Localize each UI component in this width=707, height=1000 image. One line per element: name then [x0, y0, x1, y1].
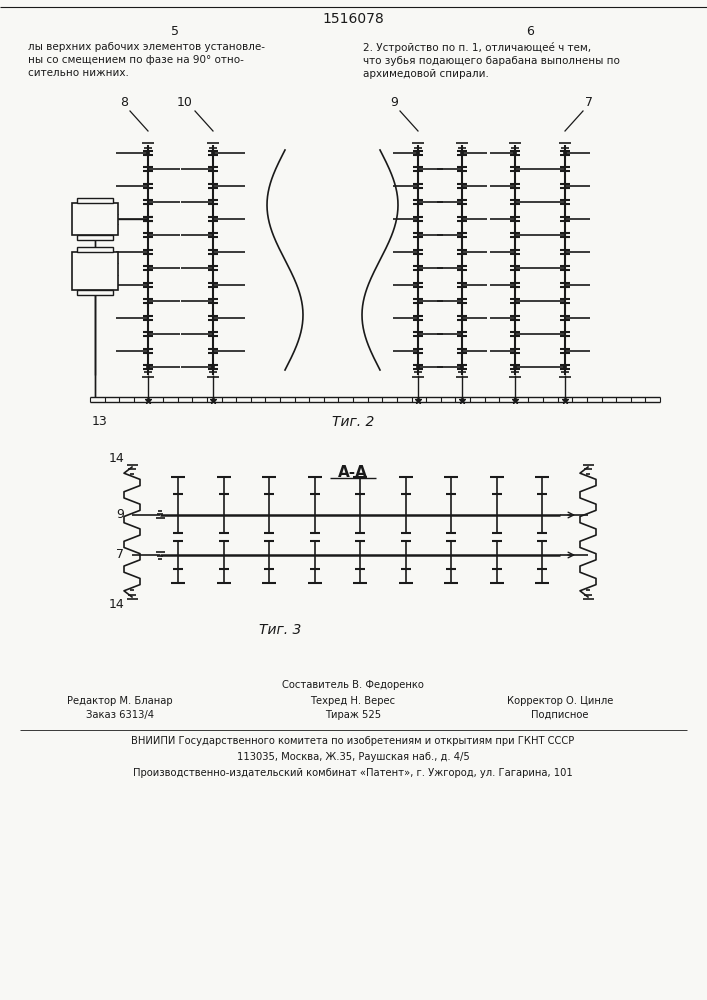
Text: 7: 7 — [585, 96, 593, 109]
Text: 8: 8 — [120, 96, 128, 109]
Text: Тираж 525: Тираж 525 — [325, 710, 381, 720]
Bar — [77, 247, 113, 252]
Bar — [77, 198, 113, 203]
Text: 6: 6 — [526, 25, 534, 38]
Text: Техред Н. Верес: Техред Н. Верес — [310, 696, 395, 706]
Text: Производственно-издательский комбинат «Патент», г. Ужгород, ул. Гагарина, 101: Производственно-издательский комбинат «П… — [133, 768, 573, 778]
Text: Заказ 6313/4: Заказ 6313/4 — [86, 710, 154, 720]
Text: 1516078: 1516078 — [322, 12, 384, 26]
Text: Составитель В. Федоренко: Составитель В. Федоренко — [282, 680, 424, 690]
Text: 13: 13 — [92, 415, 108, 428]
Text: 5: 5 — [171, 25, 179, 38]
Text: Корректор О. Цинле: Корректор О. Цинле — [507, 696, 613, 706]
Text: ВНИИПИ Государственного комитета по изобретениям и открытиям при ГКНТ СССР: ВНИИПИ Государственного комитета по изоб… — [132, 736, 575, 746]
Text: Подписное: Подписное — [531, 710, 589, 720]
Text: Τиг. 3: Τиг. 3 — [259, 623, 301, 637]
Text: 7: 7 — [116, 548, 124, 562]
Text: Редактор М. Бланар: Редактор М. Бланар — [67, 696, 173, 706]
Text: 14: 14 — [108, 598, 124, 611]
Text: 14: 14 — [108, 452, 124, 466]
Bar — [72, 203, 118, 235]
Text: 2. Устройство по п. 1, отличающее́ ч тем,
что зубья подающего барабана выполнены: 2. Устройство по п. 1, отличающее́ ч тем… — [363, 42, 620, 79]
Text: 9: 9 — [390, 96, 398, 109]
Text: лы верхних рабочих элементов установле-
ны со смещением по фазе на 90° отно-
сит: лы верхних рабочих элементов установле- … — [28, 42, 265, 78]
Text: Τиг. 2: Τиг. 2 — [332, 415, 374, 429]
Text: 113035, Москва, Ж․35, Раушская наб., д. 4/5: 113035, Москва, Ж․35, Раушская наб., д. … — [237, 752, 469, 762]
Text: А-А: А-А — [338, 465, 368, 480]
Bar — [72, 252, 118, 290]
Text: 9: 9 — [116, 508, 124, 522]
Text: 10: 10 — [177, 96, 193, 109]
Bar — [77, 290, 113, 295]
Bar — [77, 235, 113, 240]
